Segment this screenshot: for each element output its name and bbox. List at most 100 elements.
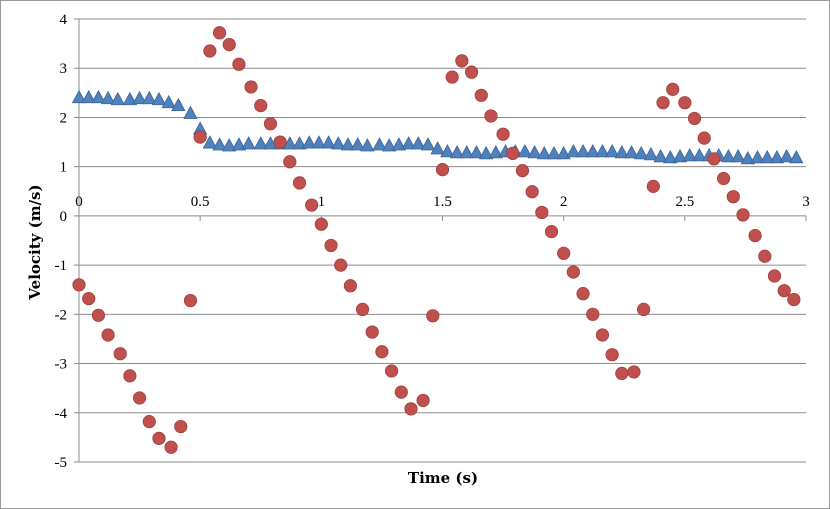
triangle-point: [420, 137, 436, 151]
y-tick-label: -2: [55, 307, 68, 323]
triangle-point: [302, 135, 317, 149]
triangle-point: [183, 105, 198, 119]
triangle-point: [212, 137, 227, 151]
circle-point: [283, 155, 297, 169]
triangle-point: [241, 136, 256, 150]
circle-point: [557, 246, 571, 260]
circle-point: [678, 96, 692, 110]
y-tick-label: 3: [60, 61, 68, 77]
circle-point: [707, 152, 721, 166]
triangle-point: [537, 146, 552, 160]
circle-point: [484, 109, 498, 123]
circle-point: [101, 328, 115, 342]
circle-point: [394, 385, 408, 399]
circle-point: [324, 238, 338, 253]
circle-point: [627, 365, 641, 379]
triangle-point: [161, 94, 176, 109]
y-tick-label: -5: [55, 455, 68, 471]
triangle-point: [469, 145, 484, 159]
y-tick-label: -4: [55, 406, 68, 422]
triangle-point: [340, 137, 356, 151]
circle-point: [343, 279, 358, 293]
circle-point: [164, 440, 178, 454]
circle-point: [174, 419, 188, 434]
triangle-point: [449, 145, 465, 159]
y-tick-label: -1: [55, 258, 68, 274]
circle-point: [292, 176, 307, 190]
x-axis-title: Time (s): [408, 469, 478, 487]
circle-point: [777, 284, 791, 298]
x-tick-label: 2.5: [675, 194, 694, 210]
triangle-point: [100, 90, 116, 105]
triangle-point: [71, 89, 87, 104]
triangle-point: [517, 144, 533, 158]
circle-point: [646, 179, 660, 193]
triangle-point: [779, 148, 794, 163]
triangle-point: [556, 146, 571, 160]
circle-point: [435, 163, 450, 177]
triangle-point: [401, 136, 416, 150]
triangle-point: [546, 146, 562, 160]
circle-point: [758, 249, 772, 263]
triangle-point: [585, 144, 600, 158]
circle-point: [232, 57, 246, 71]
circle-point: [576, 287, 590, 301]
circle-point: [91, 308, 105, 322]
triangle-point: [292, 136, 307, 150]
circle-point: [244, 80, 258, 94]
circle-point: [717, 171, 731, 186]
triangle-point: [595, 144, 610, 158]
circle-point: [113, 347, 127, 361]
circle-point: [426, 309, 440, 323]
y-tick-label: 2: [60, 110, 68, 126]
x-tick-label: 0.5: [191, 194, 210, 210]
circle-point: [82, 291, 96, 306]
triangle-point: [411, 136, 426, 150]
circle-point: [365, 325, 379, 339]
circle-point: [586, 307, 600, 321]
triangle-point: [750, 149, 765, 164]
circle-point: [697, 131, 711, 145]
circle-point: [637, 302, 651, 317]
circle-point: [222, 37, 236, 52]
circle-point: [656, 96, 670, 110]
circle-point: [72, 278, 86, 292]
circle-point: [566, 265, 580, 279]
triangle-point: [331, 136, 346, 150]
triangle-point: [459, 145, 474, 159]
circle-point: [212, 26, 227, 40]
triangle-point: [634, 146, 649, 160]
circle-point: [544, 225, 559, 239]
triangle-point: [789, 149, 804, 164]
triangle-point: [202, 135, 218, 149]
triangle-point: [575, 144, 591, 158]
circle-point: [273, 135, 287, 149]
circle-point: [464, 65, 479, 79]
triangle-point: [311, 135, 327, 149]
circle-point: [767, 269, 782, 283]
circle-point: [748, 228, 762, 243]
triangle-point: [730, 148, 746, 163]
circle-point: [445, 70, 459, 84]
circle-point: [506, 146, 520, 160]
circle-point: [123, 369, 137, 383]
circle-point: [355, 302, 370, 317]
circle-point: [203, 44, 217, 58]
triangle-point: [488, 145, 503, 159]
triangle-point: [110, 91, 125, 106]
circle-point: [736, 208, 750, 222]
circle-point: [132, 391, 147, 405]
triangle-point: [81, 89, 96, 104]
x-tick-label: 0: [75, 194, 83, 210]
circle-point: [152, 431, 166, 445]
circle-point: [515, 164, 530, 178]
x-tick-label: 3: [802, 194, 810, 210]
circle-point: [183, 293, 198, 308]
x-tick-label: 2: [560, 194, 568, 210]
triangle-point: [171, 97, 186, 112]
triangle-point: [624, 145, 639, 159]
triangle-point: [91, 89, 106, 104]
x-tick-labels: 0 0.5 1 1.5 2 2.5 3: [75, 194, 810, 210]
triangle-point: [692, 147, 707, 162]
